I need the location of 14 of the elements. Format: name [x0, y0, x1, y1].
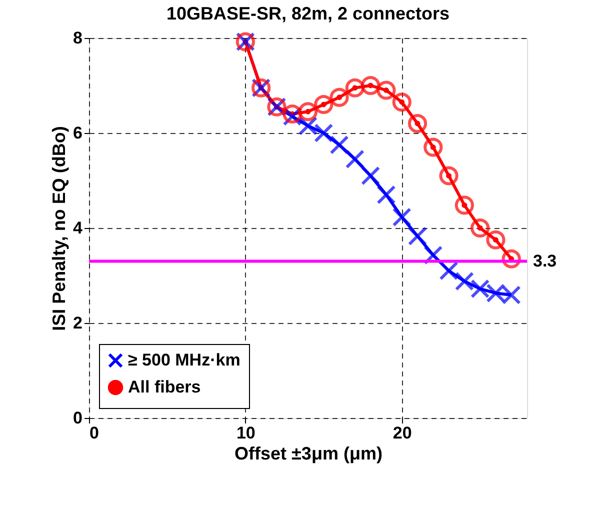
y-tick-label: 2	[73, 314, 82, 332]
y-axis-title: ISI Penalty, no EQ (dBo)	[49, 126, 70, 331]
x-tick-label: 10	[236, 424, 256, 442]
y-tick-label: 4	[73, 218, 84, 238]
ref-line-label: 3.3	[533, 251, 557, 270]
x-axis-title: Offset ±3μm (μm)	[234, 444, 382, 464]
x-tick-label: 0	[90, 424, 99, 442]
y-tick-label: 6	[73, 124, 82, 142]
chart-title: 10GBASE-SR, 82m, 2 connectors	[166, 4, 450, 24]
x-tick-label: 20	[392, 424, 412, 442]
legend-label: All fibers	[128, 378, 201, 396]
y-tick-label: 8	[73, 28, 82, 48]
legend-label: ≥ 500 MHz·km	[128, 350, 240, 370]
y-tick-label: 0	[73, 408, 82, 428]
